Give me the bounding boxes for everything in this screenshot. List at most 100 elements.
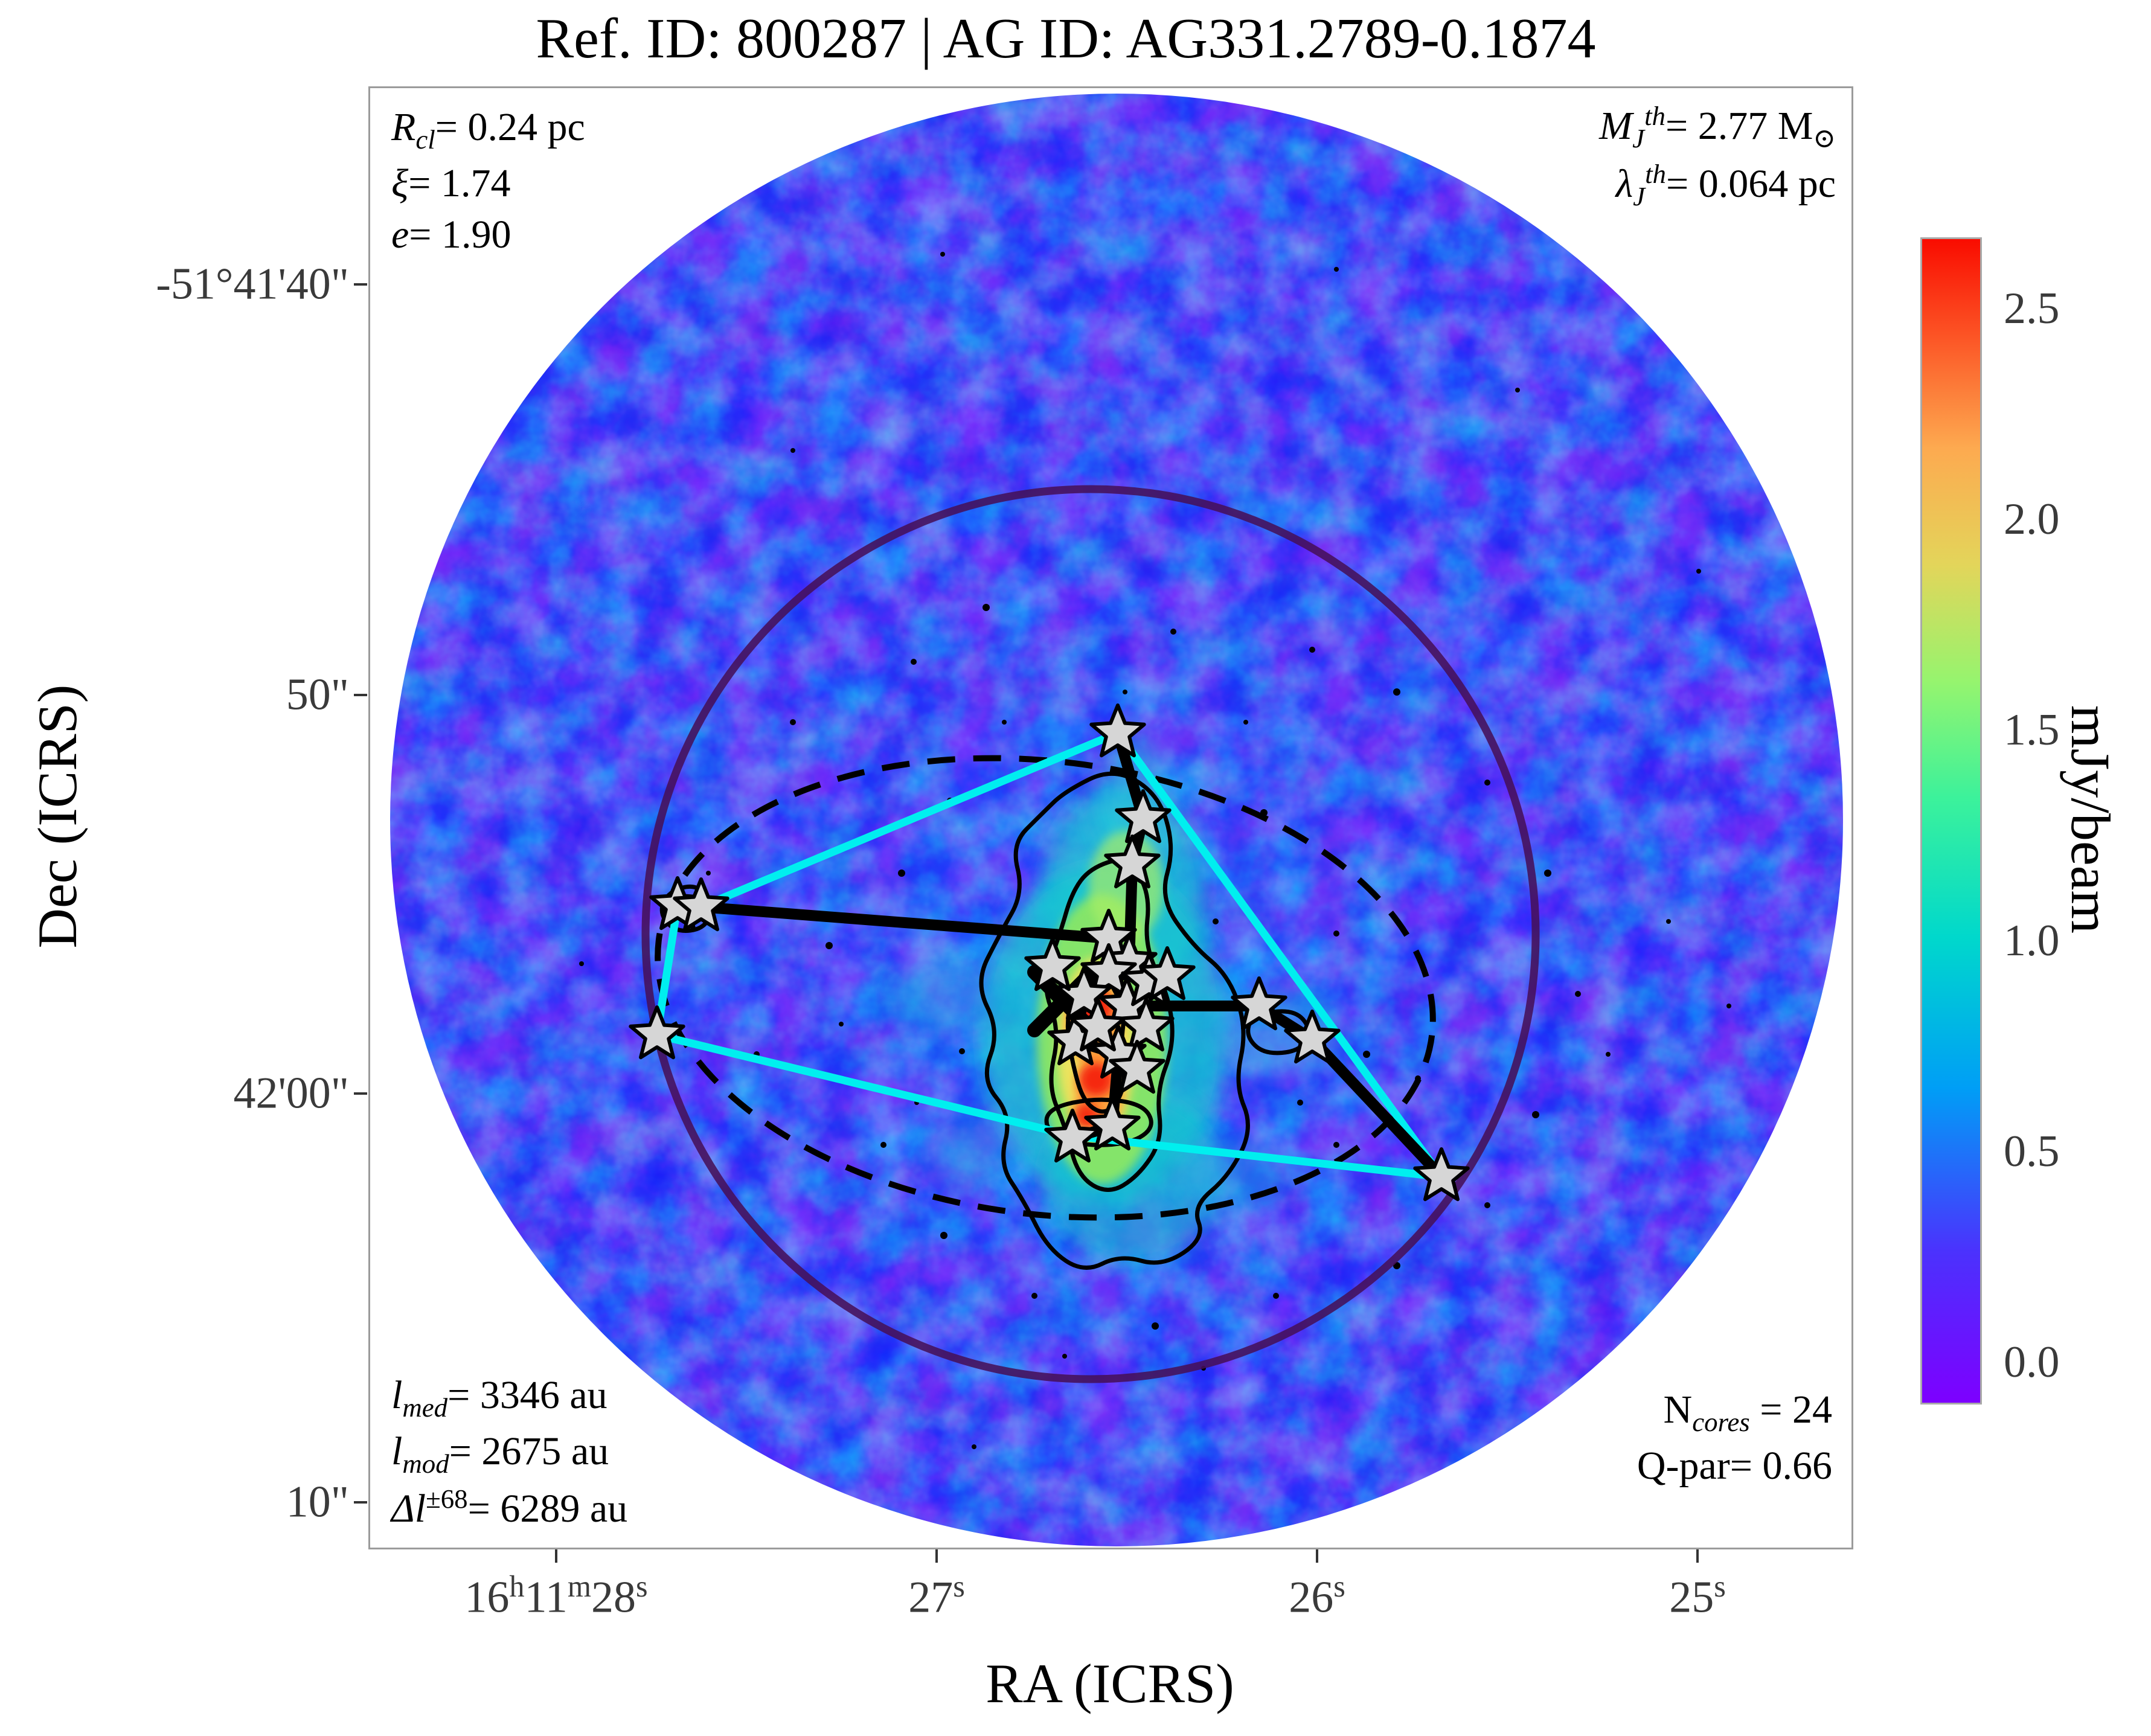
contour-speck	[1309, 647, 1315, 653]
contour-speck	[1243, 720, 1248, 725]
contour-speck	[880, 1142, 886, 1148]
contour-speck	[940, 252, 945, 257]
core-star-marker	[1080, 943, 1137, 998]
contour-speck	[1515, 388, 1520, 392]
annotation-line: λJth= 0.064 pc	[1615, 158, 1836, 211]
contour-speck	[1333, 1142, 1339, 1148]
x-tick-mark	[555, 1549, 557, 1563]
contour-speck	[983, 604, 990, 611]
contour-speck	[1575, 991, 1581, 997]
contour-speck	[825, 942, 833, 949]
contour-speck	[790, 448, 795, 453]
core-star-marker	[1089, 703, 1146, 758]
contour-speck	[1363, 1051, 1370, 1058]
contour-speck	[1031, 1293, 1037, 1299]
contour-speck	[1213, 918, 1219, 924]
y-tick-label: -51°41'40"	[156, 259, 349, 309]
contour-speck	[1757, 1293, 1762, 1298]
core-star-marker	[1118, 998, 1175, 1052]
contour-speck	[959, 1048, 965, 1054]
clump-ellipse-dashed	[655, 755, 1436, 1221]
contour-speck	[1484, 780, 1490, 786]
y-tick-label: 42'00"	[233, 1068, 349, 1118]
annotation-bottom-left: lmed= 3346 au lmod= 2675 au Δl±68= 6289 au	[391, 1369, 627, 1535]
annotation-line: e= 1.90	[391, 213, 511, 257]
y-tick-label: 10"	[286, 1477, 349, 1527]
core-star-marker	[1024, 937, 1081, 991]
mst-cyan-edge	[653, 1031, 1077, 1140]
emission-blob	[925, 1121, 1024, 1183]
colorbar-tick-label: 2.5	[2004, 283, 2060, 333]
x-tick-label: 16h11m28s	[464, 1569, 648, 1622]
plot-area	[368, 86, 1853, 1549]
contour-speck	[1484, 1202, 1490, 1208]
contour-speck	[1297, 1100, 1303, 1106]
contour-speck	[1123, 690, 1127, 694]
core-star-marker	[1109, 1040, 1165, 1094]
colorbar-tick-label: 1.0	[2004, 915, 2060, 966]
figure-title: Ref. ID: 800287 | AG ID: AG331.2789-0.18…	[536, 7, 1596, 70]
contour-speck	[1532, 1111, 1539, 1118]
contour-speck	[1273, 1293, 1279, 1299]
core-star-marker	[1139, 946, 1196, 1001]
contour-speck	[1333, 930, 1339, 937]
core-star-marker	[1069, 998, 1126, 1052]
rcl-circle	[641, 485, 1540, 1383]
core-star-marker	[1284, 1010, 1341, 1064]
intensity-contour	[979, 771, 1250, 1270]
contour-speck	[1393, 688, 1400, 696]
annotation-line: Δl±68= 6289 au	[391, 1484, 628, 1531]
x-tick-label: 25s	[1669, 1569, 1726, 1622]
contour-speck	[911, 659, 917, 665]
annotation-bottom-right: Ncores = 24 Q-par= 0.66	[1637, 1384, 1832, 1491]
contour-speck	[1002, 720, 1007, 725]
contour-speck	[1062, 1354, 1067, 1359]
y-axis-label: Dec (ICRS)	[27, 684, 88, 949]
mst-cyan-edge	[697, 729, 1122, 911]
x-tick-mark	[1696, 1549, 1699, 1563]
y-tick-mark	[354, 1092, 367, 1095]
core-star-marker	[1413, 1147, 1470, 1202]
contour-speck	[1726, 1004, 1731, 1008]
contour-speck	[1152, 1322, 1159, 1330]
annotation-line: Q-par= 0.66	[1636, 1443, 1832, 1488]
core-star-marker	[1044, 1109, 1101, 1163]
mst-cyan-edge	[1114, 729, 1446, 1181]
core-star-marker	[1084, 1097, 1141, 1151]
x-tick-mark	[1316, 1549, 1318, 1563]
x-tick-label: 26s	[1289, 1569, 1345, 1622]
colorbar-label: mJy/beam	[2060, 705, 2121, 934]
contour-speck	[839, 1022, 844, 1027]
contour-speck	[579, 961, 584, 966]
colorbar-tick-label: 0.5	[2004, 1126, 2060, 1176]
annotation-line: MJth= 2.77 M⊙	[1599, 101, 1836, 154]
x-axis-label: RA (ICRS)	[986, 1653, 1234, 1714]
contour-speck	[1334, 267, 1339, 272]
annotation-line: lmod= 2675 au	[391, 1429, 609, 1479]
annotation-line: ξ= 1.74	[391, 161, 511, 205]
emission-blob	[888, 959, 1002, 1034]
core-star-marker	[1231, 976, 1287, 1031]
contour-speck	[940, 1232, 947, 1239]
annotation-top-right: MJth= 2.77 M⊙ λJth= 0.064 pc	[1599, 98, 1836, 214]
y-tick-mark	[354, 694, 367, 696]
plot-svg	[390, 94, 1843, 1546]
contour-speck	[1606, 1052, 1611, 1057]
y-tick-label: 50"	[286, 670, 349, 720]
contour-speck	[898, 870, 905, 877]
colorbar-tick-label: 1.5	[2004, 705, 2060, 755]
contour-speck	[1666, 919, 1671, 924]
colorbar-tick-label: 2.0	[2004, 494, 2060, 544]
x-tick-label: 27s	[908, 1569, 965, 1622]
contour-speck	[972, 1444, 976, 1449]
contour-speck	[706, 871, 711, 876]
contour-speck	[1544, 870, 1551, 877]
annotation-line: lmed= 3346 au	[391, 1373, 607, 1423]
contour-speck	[1696, 569, 1701, 574]
y-tick-mark	[354, 283, 367, 286]
mst-black-edge	[1307, 1034, 1447, 1182]
annotation-top-left: Rcl= 0.24 pc ξ= 1.74 e= 1.90	[391, 101, 585, 261]
core-star-marker	[629, 1005, 685, 1060]
annotation-line: Rcl= 0.24 pc	[391, 105, 585, 155]
